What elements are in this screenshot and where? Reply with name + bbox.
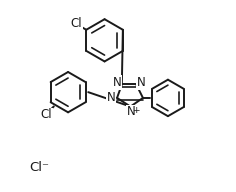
Text: N: N: [107, 91, 116, 104]
Text: Cl⁻: Cl⁻: [29, 161, 49, 174]
Text: Cl: Cl: [41, 108, 52, 121]
Text: +: +: [132, 106, 140, 114]
Text: N: N: [137, 76, 146, 89]
Text: Cl: Cl: [70, 17, 82, 30]
Text: N: N: [127, 105, 136, 118]
Text: N: N: [113, 76, 121, 89]
